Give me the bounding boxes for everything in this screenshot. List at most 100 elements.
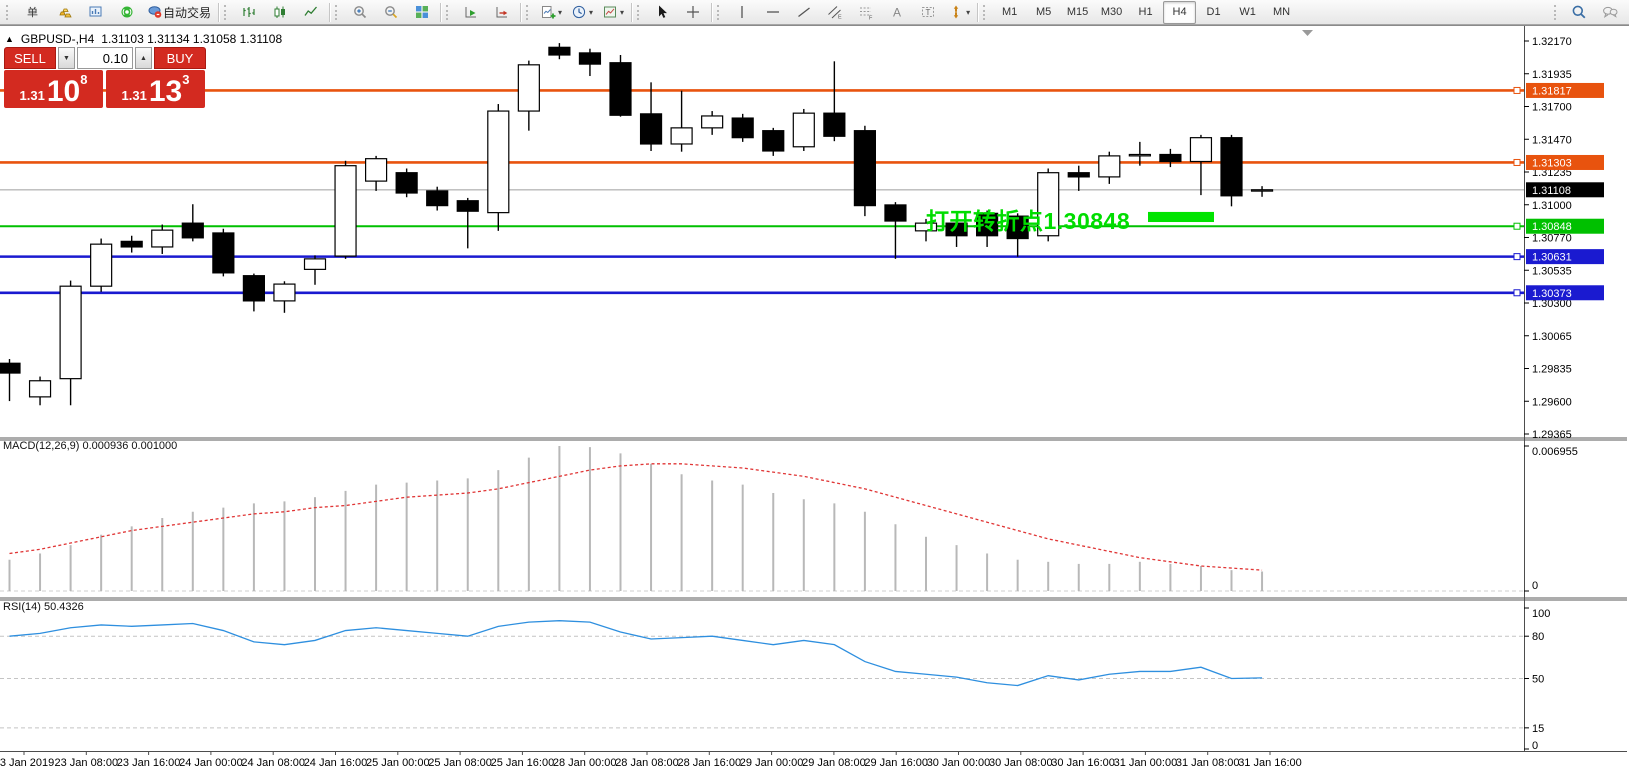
candlestick-chart-icon <box>272 4 288 20</box>
toolbar-horizontal-line-button[interactable] <box>758 1 788 24</box>
toolbar-separator <box>977 2 979 22</box>
hline-handle[interactable] <box>1513 253 1521 261</box>
rsi-tick-label: 15 <box>1532 723 1544 735</box>
toolbar-equidistant-channel-button[interactable]: E <box>820 1 850 24</box>
toolbar-grip <box>446 4 452 20</box>
candle-body <box>639 113 663 145</box>
toolbar-indicators-button[interactable]: ▾ <box>536 1 566 24</box>
macd-indicator-label: MACD(12,26,9) 0.000936 0.001000 <box>3 440 178 452</box>
toolbar-crosshair-button[interactable] <box>678 1 708 24</box>
toolbar-text-button[interactable]: A <box>882 1 912 24</box>
hline-handle[interactable] <box>1513 289 1521 297</box>
hline-handle[interactable] <box>1513 158 1521 166</box>
buy-price-prefix: 1.31 <box>121 87 147 103</box>
toolbar-fibonacci-button[interactable]: F <box>851 1 881 24</box>
candle-body <box>1067 172 1090 178</box>
toolbar-separator <box>711 2 713 22</box>
volume-input[interactable] <box>77 47 133 69</box>
toolbar-chart-shift-button[interactable] <box>487 1 517 24</box>
candle-body <box>303 258 327 270</box>
toolbar-text-label-button[interactable]: T <box>913 1 943 24</box>
toolbar-auto-scroll-button[interactable] <box>456 1 486 24</box>
gold-icon <box>57 4 73 20</box>
candle-body <box>334 165 357 257</box>
buy-price-button[interactable]: 1.31 13 3 <box>106 70 205 108</box>
price-tick-label: 1.30770 <box>1532 233 1572 245</box>
toolbar-periods-button[interactable]: ▾ <box>567 1 597 24</box>
candle-body <box>28 380 52 398</box>
toolbar-autotrading-button[interactable]: 自动交易 <box>143 1 215 24</box>
buy-price-sup: 3 <box>182 72 190 87</box>
toolbar-candlestick-chart-button[interactable] <box>265 1 295 24</box>
toolbar-tf-m5-button[interactable]: M5 <box>1027 1 1060 24</box>
tf-m5-label: M5 <box>1035 6 1052 18</box>
toolbar-market-watch-button[interactable] <box>81 1 111 24</box>
price-badge <box>1526 218 1604 234</box>
text-icon: A <box>889 4 905 20</box>
autotrading-icon <box>147 4 163 20</box>
toolbar-tf-mn-button[interactable]: MN <box>1265 1 1298 24</box>
toolbar-grip <box>637 4 643 20</box>
candle-body <box>151 229 174 248</box>
toolbar-cursor-button[interactable] <box>647 1 677 24</box>
price-tick-label: 1.29600 <box>1532 396 1572 408</box>
candle-body <box>456 200 479 212</box>
toolbar-tf-m1-button[interactable]: M1 <box>993 1 1026 24</box>
toolbar-gold-button[interactable] <box>50 1 80 24</box>
candle-body <box>731 117 754 139</box>
toolbar-line-chart-button[interactable] <box>296 1 326 24</box>
tile-windows-icon <box>414 4 430 20</box>
turning-point-annotation: 打开转折点1.30848 <box>926 208 1131 234</box>
toolbar-tf-h1-button[interactable]: H1 <box>1129 1 1162 24</box>
price-axis-area[interactable] <box>1525 26 1627 772</box>
toolbar-tf-d1-button[interactable]: D1 <box>1197 1 1230 24</box>
toolbar-trendline-button[interactable] <box>789 1 819 24</box>
toolbar-signals-button[interactable] <box>112 1 142 24</box>
price-tick-label: 1.29835 <box>1532 364 1572 376</box>
sell-button[interactable]: SELL <box>4 47 56 69</box>
buy-button[interactable]: BUY <box>154 47 206 69</box>
toolbar-tile-windows-button[interactable] <box>407 1 437 24</box>
price-badge <box>1526 182 1604 198</box>
toolbar-tf-w1-button[interactable]: W1 <box>1231 1 1264 24</box>
volume-decrease-button[interactable]: ▼ <box>58 47 75 69</box>
toolbar-new-order-button[interactable]: 单 <box>16 1 49 24</box>
toolbar-search-button[interactable] <box>1564 1 1594 24</box>
volume-increase-button[interactable]: ▲ <box>135 47 152 69</box>
chart-window[interactable]: 1.32170 1.31935 1.31700 1.31470 1.31235 1.310… <box>0 25 1629 773</box>
candle-body <box>1189 137 1213 163</box>
price-badge-label: 1.30631 <box>1532 252 1572 264</box>
toolbar: 单 自动交易 ▾ ▾ ▾ E F A T ▾ M1 M5 M15 M30 H1 H4 D1 W1 MN <box>0 0 1629 25</box>
toolbar-bar-chart-button[interactable] <box>234 1 264 24</box>
sell-price-button[interactable]: 1.31 10 8 <box>4 70 103 108</box>
time-tick-label: 28 Jan 00:00 <box>553 757 617 769</box>
toolbar-chat-button[interactable] <box>1595 1 1625 24</box>
dropdown-arrow-icon: ▾ <box>966 7 971 17</box>
price-badge-label: 1.31817 <box>1532 85 1572 97</box>
toolbar-arrows-button[interactable]: ▾ <box>944 1 974 24</box>
toolbar-vertical-line-button[interactable] <box>727 1 757 24</box>
toolbar-tf-h4-button[interactable]: H4 <box>1163 0 1197 24</box>
candle-body <box>1037 172 1060 237</box>
hline-handle[interactable] <box>1513 222 1521 230</box>
macd-signal-line <box>9 463 1263 571</box>
dropdown-arrow-icon: ▾ <box>558 7 563 17</box>
hline-handle[interactable] <box>1513 86 1521 94</box>
candle-body <box>212 232 235 274</box>
toolbar-zoom-out-button[interactable] <box>376 1 406 24</box>
toolbar-zoom-in-button[interactable] <box>345 1 375 24</box>
toolbar-templates-button[interactable]: ▾ <box>598 1 628 24</box>
chart-symbol-period: GBPUSD-,H4 <box>20 32 95 46</box>
zoom-out-icon <box>383 4 399 20</box>
toolbar-grip <box>526 4 532 20</box>
toolbar-tf-m30-button[interactable]: M30 <box>1095 1 1128 24</box>
fibonacci-icon: F <box>858 4 874 20</box>
horizontal-line-icon <box>765 4 781 20</box>
tf-d1-label: D1 <box>1206 6 1221 18</box>
toolbar-tf-m15-button[interactable]: M15 <box>1061 1 1094 24</box>
time-tick-label: 29 Jan 00:00 <box>740 757 804 769</box>
chart-canvas[interactable]: 1.321701.319351.317001.314701.312351.310… <box>0 26 1627 772</box>
green-segment-annotation[interactable] <box>1148 211 1214 223</box>
scroll-marker-icon[interactable] <box>1302 30 1313 36</box>
time-tick-label: 25 Jan 00:00 <box>366 757 430 769</box>
